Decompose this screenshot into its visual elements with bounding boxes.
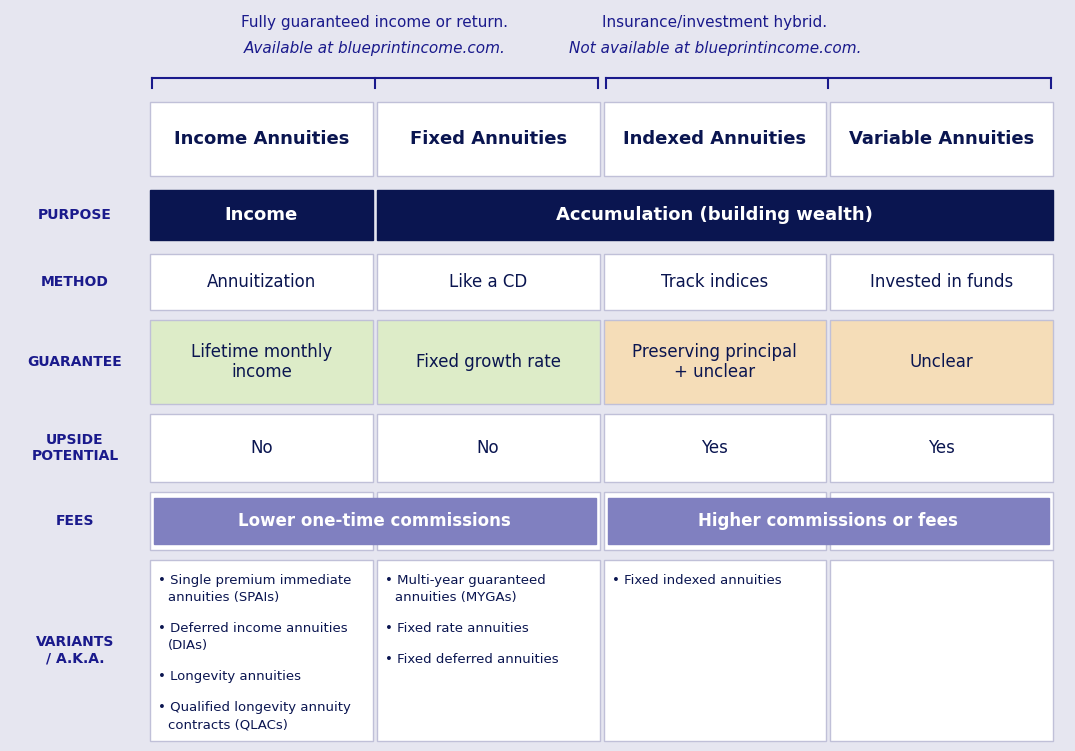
Text: • Deferred income annuities: • Deferred income annuities [158, 622, 347, 635]
Text: Lower one-time commissions: Lower one-time commissions [239, 512, 511, 530]
Text: • Multi-year guaranteed: • Multi-year guaranteed [385, 574, 545, 587]
Bar [603, 320, 827, 404]
Bar [151, 254, 373, 310]
Bar [151, 190, 373, 240]
Bar [830, 414, 1054, 482]
Text: PURPOSE: PURPOSE [38, 208, 112, 222]
Bar [376, 560, 600, 741]
Text: Annuitization: Annuitization [206, 273, 316, 291]
Text: Insurance/investment hybrid.: Insurance/investment hybrid. [602, 14, 828, 29]
Text: Not available at blueprintincome.com.: Not available at blueprintincome.com. [569, 41, 861, 56]
Bar [603, 492, 827, 550]
Bar [376, 102, 600, 176]
Bar [151, 414, 373, 482]
Text: FEES: FEES [56, 514, 95, 528]
Bar [607, 498, 1049, 544]
Text: Income Annuities: Income Annuities [174, 130, 349, 148]
Text: Fully guaranteed income or return.: Fully guaranteed income or return. [241, 14, 508, 29]
Text: Fixed growth rate: Fixed growth rate [416, 353, 561, 371]
Bar [830, 560, 1054, 741]
Text: VARIANTS
/ A.K.A.: VARIANTS / A.K.A. [35, 635, 114, 665]
Text: • Single premium immediate: • Single premium immediate [158, 574, 352, 587]
Text: • Fixed rate annuities: • Fixed rate annuities [385, 622, 529, 635]
Bar [830, 254, 1054, 310]
Text: UPSIDE
POTENTIAL: UPSIDE POTENTIAL [31, 433, 118, 463]
Text: • Fixed indexed annuities: • Fixed indexed annuities [612, 574, 782, 587]
Text: • Fixed deferred annuities: • Fixed deferred annuities [385, 653, 558, 666]
Text: No: No [250, 439, 273, 457]
Bar [603, 102, 827, 176]
Text: Fixed Annuities: Fixed Annuities [410, 130, 567, 148]
Bar [376, 492, 600, 550]
Text: Accumulation (building wealth): Accumulation (building wealth) [557, 206, 873, 224]
Text: Yes: Yes [928, 439, 955, 457]
Text: Invested in funds: Invested in funds [870, 273, 1014, 291]
Bar [603, 414, 827, 482]
Bar [151, 320, 373, 404]
Bar [830, 492, 1054, 550]
Text: GUARANTEE: GUARANTEE [28, 355, 123, 369]
Bar [830, 102, 1054, 176]
Text: METHOD: METHOD [41, 275, 109, 289]
Text: Lifetime monthly
income: Lifetime monthly income [190, 342, 332, 382]
Text: Yes: Yes [702, 439, 729, 457]
Text: annuities (SPAIs): annuities (SPAIs) [168, 591, 280, 604]
Bar [151, 560, 373, 741]
Bar [830, 320, 1054, 404]
Text: contracts (QLACs): contracts (QLACs) [168, 718, 288, 731]
Text: Available at blueprintincome.com.: Available at blueprintincome.com. [244, 41, 505, 56]
Text: No: No [477, 439, 500, 457]
Text: Like a CD: Like a CD [449, 273, 527, 291]
Text: Preserving principal
+ unclear: Preserving principal + unclear [632, 342, 798, 382]
Bar [376, 190, 1054, 240]
Text: Variable Annuities: Variable Annuities [849, 130, 1034, 148]
Bar [376, 320, 600, 404]
Text: Track indices: Track indices [661, 273, 769, 291]
Text: Higher commissions or fees: Higher commissions or fees [699, 512, 958, 530]
Text: Income: Income [225, 206, 298, 224]
Bar [151, 102, 373, 176]
Bar [151, 492, 373, 550]
Bar [603, 560, 827, 741]
Text: (DIAs): (DIAs) [168, 639, 209, 652]
Text: • Longevity annuities: • Longevity annuities [158, 670, 301, 683]
Bar [154, 498, 596, 544]
Bar [603, 254, 827, 310]
Text: Unclear: Unclear [909, 353, 974, 371]
Text: annuities (MYGAs): annuities (MYGAs) [395, 591, 516, 604]
Bar [376, 414, 600, 482]
Text: Indexed Annuities: Indexed Annuities [624, 130, 806, 148]
Bar [376, 254, 600, 310]
Text: • Qualified longevity annuity: • Qualified longevity annuity [158, 701, 350, 714]
